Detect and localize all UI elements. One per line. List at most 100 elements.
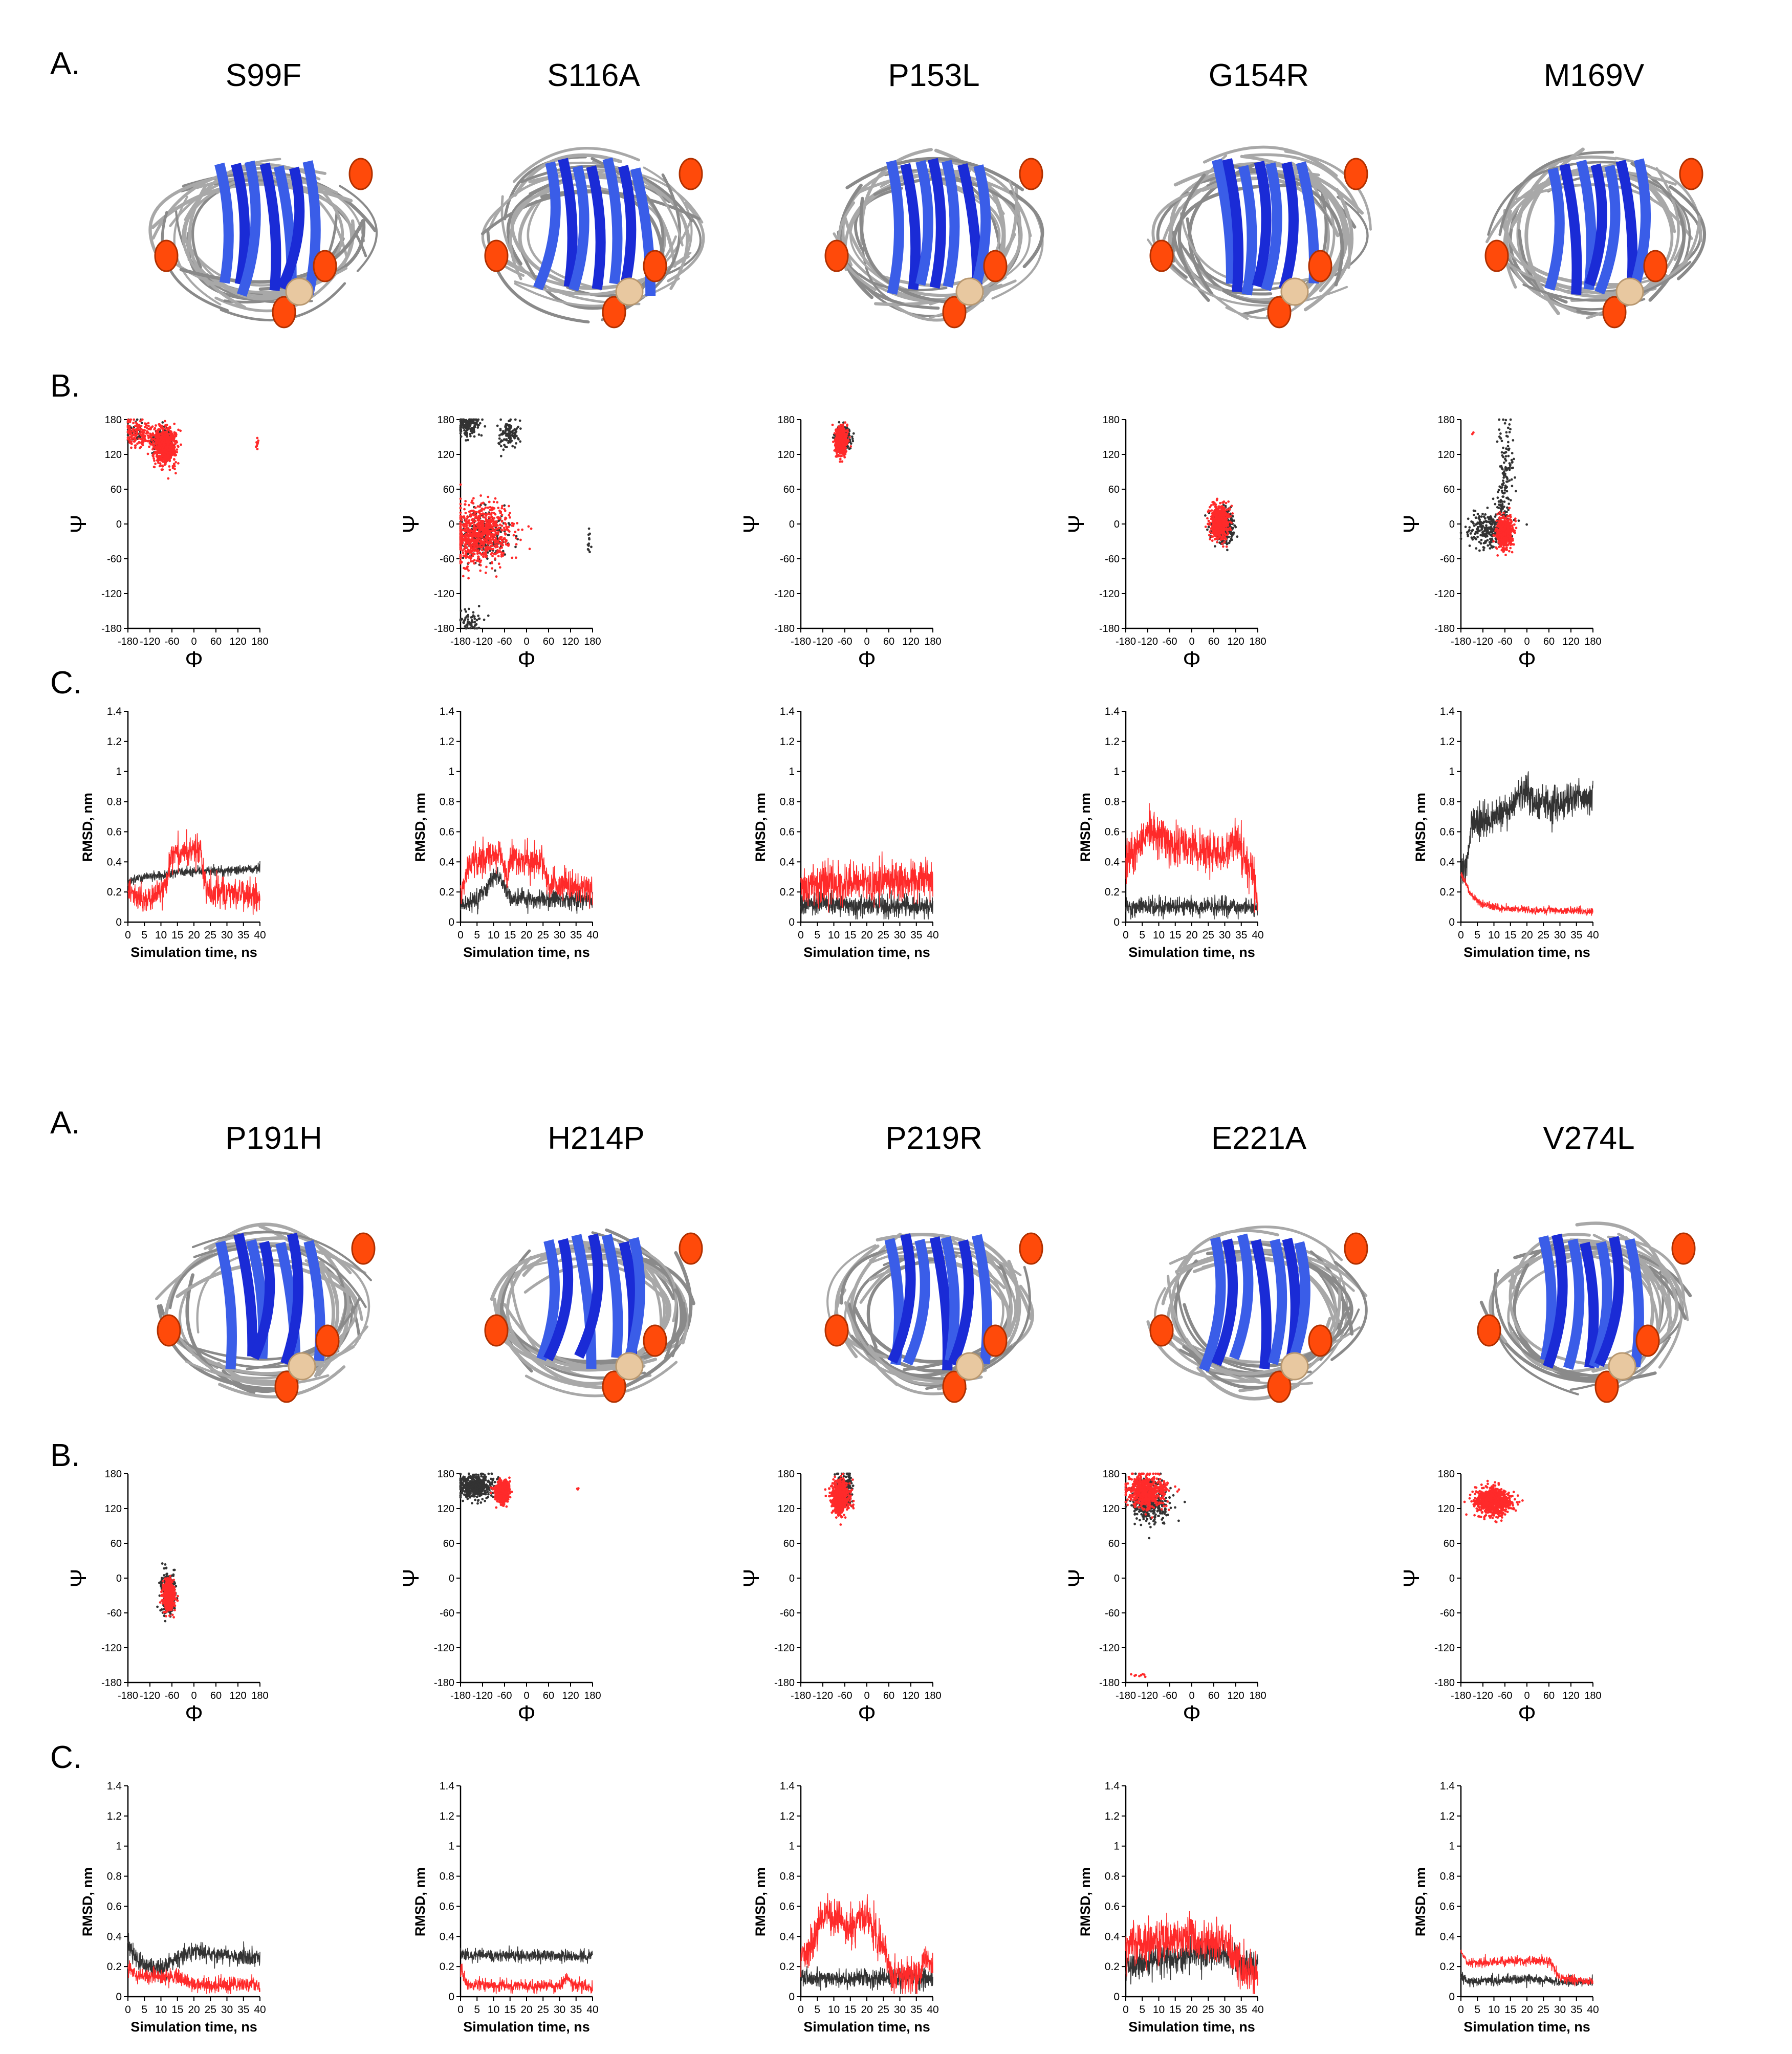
data-point [161,464,164,467]
data-point [483,618,486,621]
data-point [477,626,480,629]
ligand [1608,1352,1636,1381]
beta-strand [214,162,234,284]
data-point [478,523,481,526]
data-point [517,528,520,531]
data-point [504,429,507,432]
data-point [461,540,464,543]
x-tick-label: 120 [902,636,919,647]
beta-strand [1589,1241,1612,1369]
coil-strand [867,289,985,317]
data-point [141,418,144,421]
data-point [148,445,150,448]
data-point [489,533,492,535]
data-point [502,527,506,529]
coil-strand [1330,1260,1368,1361]
data-point [151,448,154,451]
data-point [459,497,462,500]
data-point [840,435,843,438]
coil-strand [1185,1338,1288,1376]
data-point [170,445,173,448]
y-tick-label: -180 [101,623,122,635]
data-point [174,472,177,475]
data-point [494,569,496,572]
structure-g154r [1147,145,1372,329]
data-point [479,494,482,497]
beta-strand [601,1234,623,1359]
coil-strand [1498,150,1614,236]
data-point [144,422,146,425]
data-point [849,445,853,448]
data-point [1236,535,1239,538]
data-point [154,427,157,430]
data-point [483,553,485,556]
data-point [1226,529,1229,532]
mutation-title-s99f: S99F [226,58,301,93]
series-red [126,418,260,480]
coil-strand [1524,147,1585,315]
data-point [487,519,490,522]
data-point [179,429,182,432]
coil-strand [1240,155,1351,269]
data-point [504,518,507,521]
structure-e221a [1146,1226,1368,1403]
data-point [480,553,483,556]
data-point [162,434,165,437]
data-point [177,428,180,431]
data-point [485,555,488,558]
data-point [475,523,478,527]
data-point [465,527,468,530]
data-point [474,517,477,519]
data-point [173,463,176,466]
coil-strand [509,169,606,280]
data-point [484,506,487,509]
alpha-helix [484,239,509,272]
data-point [136,418,139,421]
alpha-helix [348,158,373,190]
y-tick-label: 120 [438,449,454,461]
data-point [479,564,482,567]
data-point [504,540,507,543]
data-point [464,567,467,570]
beta-strand [233,1233,258,1357]
data-point [496,551,499,554]
data-point [491,530,494,533]
alpha-helix [1484,239,1509,272]
beta-strand [1584,163,1607,287]
data-point [477,557,480,560]
data-point [459,525,462,528]
data-point [498,509,501,512]
data-point [511,445,514,448]
coil-strand [1161,1255,1260,1305]
data-point [162,429,165,432]
beta-strand [915,160,933,286]
beta-strand [236,160,261,297]
beta-strand [618,165,637,290]
data-point [504,538,506,540]
beta-strand [1261,162,1282,291]
data-point [496,424,499,427]
data-point [470,535,473,538]
data-point [486,549,489,552]
data-point [158,454,161,457]
data-point [470,420,473,423]
y-tick-label: 120 [105,449,122,461]
data-point [493,517,496,519]
data-point [497,562,500,565]
block1-label-a: A. [50,46,80,81]
data-point [505,432,508,435]
data-point [468,418,471,421]
coil-strand [506,182,554,266]
data-point [171,449,174,452]
data-point [507,424,510,427]
data-point [471,518,474,521]
beta-strand [1238,165,1257,296]
data-point [465,530,467,532]
data-point [506,527,509,530]
data-point [514,545,517,549]
data-point [155,424,157,427]
data-point [464,534,467,537]
data-point [158,435,161,438]
data-point [842,423,844,426]
data-point [838,441,840,444]
